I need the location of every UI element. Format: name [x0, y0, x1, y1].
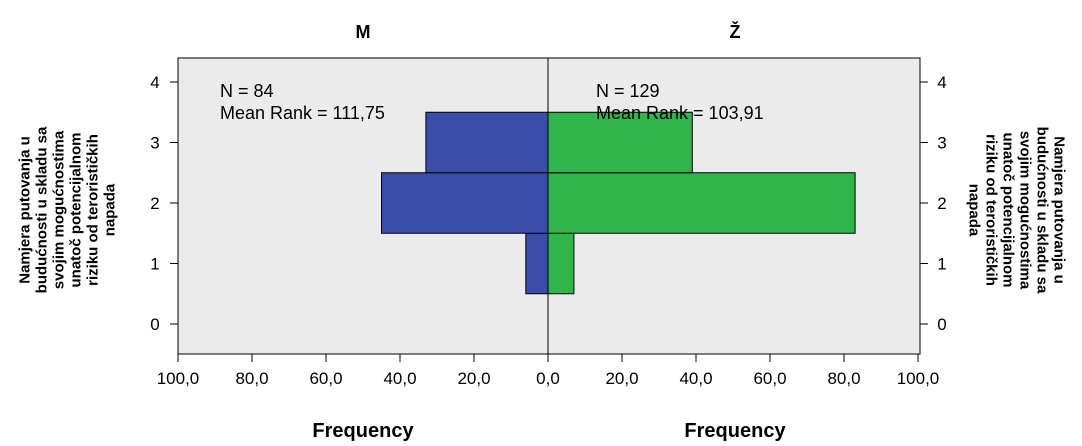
x-tick-label: 80,0 [827, 369, 860, 388]
x-tick-label: 20,0 [457, 369, 490, 388]
x-tick-label: 60,0 [309, 369, 342, 388]
y-axis-title-line: napada [102, 183, 119, 236]
x-axis-title-m: Frequency [312, 420, 414, 442]
bar-z-2 [547, 172, 856, 234]
y-tick-label-right: 1 [937, 255, 946, 274]
y-tick-label-right: 2 [937, 194, 946, 213]
x-tick-label: 0,0 [536, 369, 560, 388]
y-tick-label-right: 4 [937, 73, 946, 92]
bar-m-3 [425, 111, 549, 174]
bar-m-2 [381, 172, 549, 234]
mean-rank-label-m: Mean Rank = 111,75 [220, 103, 385, 123]
y-tick-label-left: 4 [150, 73, 159, 92]
x-tick-label: 100,0 [897, 369, 940, 388]
n-label-m: N = 84 [220, 81, 274, 101]
panel-title-z: Ž [730, 21, 741, 42]
y-tick-label-right: 0 [937, 315, 946, 334]
y-axis-title-line: Namjera putovanja u [17, 136, 34, 284]
x-tick-label: 100,0 [157, 369, 200, 388]
bar-z-1 [547, 232, 575, 295]
y-tick-label-left: 0 [150, 315, 159, 334]
bar-m-1 [525, 232, 549, 295]
x-axis-title-z: Frequency [684, 420, 786, 442]
y-axis-title-line: budućnosti u skladu sa [34, 126, 51, 293]
y-axis-title-line: riziku od terorističkih [85, 134, 102, 286]
y-tick-label-left: 1 [150, 255, 159, 274]
x-tick-label: 40,0 [679, 369, 712, 388]
y-axis-title-line: svojim mogućnostima [1017, 131, 1034, 290]
n-label-z: N = 129 [596, 81, 660, 101]
x-tick-label: 20,0 [605, 369, 638, 388]
x-tick-label: 60,0 [753, 369, 786, 388]
y-axis-title-line: budućnosti u skladu sa [1034, 127, 1051, 294]
y-axis-title-line: Namjera putovanja u [1051, 136, 1068, 284]
y-tick-label-left: 2 [150, 194, 159, 213]
y-axis-title-line: riziku od terorističkih [983, 134, 1000, 286]
bar-z-3 [547, 111, 693, 174]
y-axis-title-line: unatoč potencijalnom [68, 132, 85, 287]
mean-rank-label-z: Mean Rank = 103,91 [596, 103, 764, 123]
panel-title-m: M [356, 22, 371, 42]
y-axis-title-line: svojim mogućnostima [51, 130, 68, 289]
x-tick-label: 40,0 [383, 369, 416, 388]
y-axis-title-line: unatoč potencijalnom [1000, 132, 1017, 287]
x-tick-label: 80,0 [235, 369, 268, 388]
y-axis-title-line: napada [966, 184, 983, 237]
y-axis-title-left: Namjera putovanja u budućnosti u skladu s… [17, 126, 119, 293]
y-tick-label-right: 3 [937, 134, 946, 153]
y-tick-label-left: 3 [150, 134, 159, 153]
